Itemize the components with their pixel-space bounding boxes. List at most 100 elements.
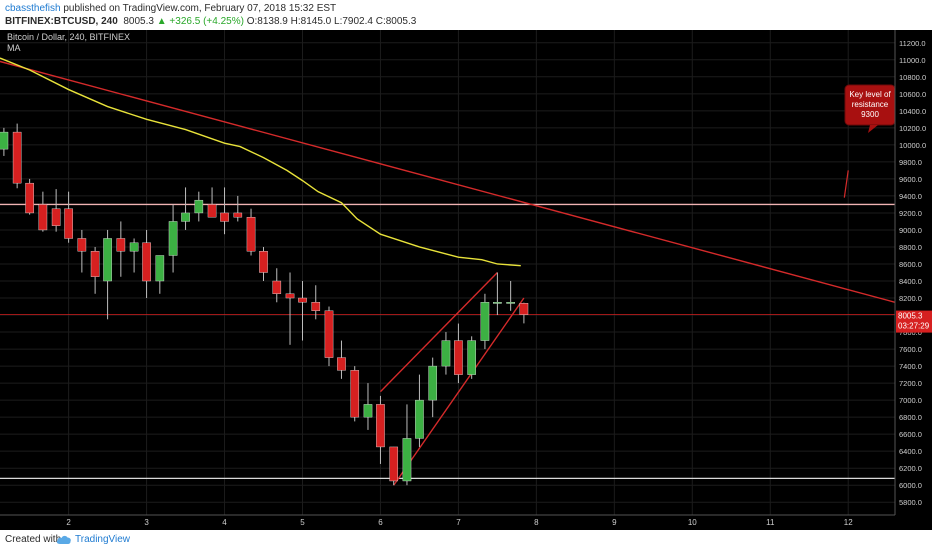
candle-body: [246, 216, 256, 252]
y-tick-label: 10600.0: [899, 90, 926, 99]
y-tick-label: 6600.0: [899, 430, 922, 439]
y-tick-label: 10800.0: [899, 73, 926, 82]
horizontal-levels: [0, 203, 895, 480]
price-tag: 8005.3 03:27:29: [896, 310, 932, 333]
candle-body: [324, 310, 334, 358]
candle: [493, 272, 502, 316]
candle: [168, 204, 178, 273]
candle-body: [428, 365, 437, 401]
y-tick-label: 6200.0: [899, 464, 922, 473]
candle-body: [415, 399, 424, 439]
y-tick-label: 10000.0: [899, 141, 926, 150]
y-tick-label: 9000.0: [899, 226, 922, 235]
candle-body: [350, 370, 360, 418]
ma-line: [0, 57, 521, 267]
author-link[interactable]: cbassthefish: [5, 3, 61, 14]
callout-line-2: resistance: [852, 100, 889, 109]
trendline-channel-lower: [393, 297, 525, 486]
candle: [155, 255, 165, 294]
tradingview-cloud-icon: [56, 535, 71, 544]
candle-body: [207, 204, 217, 218]
candle-body: [285, 293, 295, 299]
candle: [233, 195, 243, 222]
callout-line-3: 9300: [861, 110, 879, 119]
y-tick-label: 11000.0: [899, 56, 926, 65]
price-axis[interactable]: 5800.0 6000.0 6200.0 6400.0 6600.0 6800.0 7000…: [894, 30, 932, 515]
x-tick-label: 6: [378, 518, 383, 527]
candle: [389, 446, 399, 486]
candle-body: [454, 340, 463, 375]
candle-body: [77, 238, 87, 252]
y-tick-label: 10200.0: [899, 124, 926, 133]
legend-title: Bitcoin / Dollar, 240, BITFINEX: [7, 32, 130, 42]
y-tick-label: 7600.0: [899, 345, 922, 354]
candle-body: [389, 446, 399, 482]
change-up-icon: ▲: [156, 16, 167, 27]
x-tick-label: 8: [534, 518, 539, 527]
close-label: C:: [375, 16, 386, 27]
symbol-label: BITFINEX:BTCUSD, 240: [5, 16, 118, 27]
candle-body: [493, 302, 502, 304]
candle: [506, 281, 515, 311]
trendline-channel-upper: [379, 272, 498, 393]
y-tick-label: 5800.0: [899, 498, 922, 507]
x-tick-label: 3: [144, 518, 149, 527]
candle-body: [0, 131, 9, 150]
time-axis[interactable]: 2 3 4 5 6 7 8 9 10 11 12: [0, 514, 932, 530]
candle: [519, 302, 529, 324]
candle-body: [64, 208, 73, 239]
candle-body: [506, 302, 515, 304]
publish-line: cbassthefish published on TradingView.co…: [5, 3, 336, 14]
candle-body: [51, 208, 61, 226]
y-tick-label: 8800.0: [899, 243, 922, 252]
candle: [454, 323, 463, 384]
y-tick-label: 9200.0: [899, 209, 922, 218]
price-tag-countdown: 03:27:29: [898, 322, 930, 331]
close-value: 8005.3: [385, 16, 417, 27]
price-tag-box: [896, 310, 932, 333]
candle: [207, 187, 217, 218]
price-chart[interactable]: Key level of resistance 9300 Bitcoin / D…: [0, 30, 932, 530]
candle: [272, 268, 282, 303]
price-tag-value: 8005.3: [898, 312, 923, 321]
candle-body: [480, 302, 490, 341]
candle: [77, 229, 87, 273]
chart-footer: Created with TradingView: [0, 530, 932, 550]
x-tick-label: 7: [456, 518, 461, 527]
candle-body: [298, 297, 307, 303]
time-axis-bg: [0, 515, 932, 530]
y-tick-label: 6000.0: [899, 481, 922, 490]
created-with-text: Created with: [5, 534, 62, 545]
candle-body: [272, 280, 282, 294]
high-value: 8145.0: [300, 16, 332, 27]
x-tick-label: 4: [222, 518, 227, 527]
candle-body: [168, 221, 178, 256]
chart-header: cbassthefish published on TradingView.co…: [0, 0, 932, 30]
candle: [376, 395, 385, 464]
candle-body: [220, 212, 229, 222]
candle-body: [116, 238, 126, 252]
x-tick-label: 2: [66, 518, 71, 527]
candle: [12, 123, 22, 189]
candle: [311, 285, 321, 320]
y-tick-label: 8400.0: [899, 277, 922, 286]
candle: [441, 332, 451, 375]
legend-ma[interactable]: MA: [7, 43, 21, 53]
candle-body: [363, 404, 373, 418]
candle: [38, 191, 48, 232]
x-tick-label: 9: [612, 518, 617, 527]
last-price: 8005.3: [123, 16, 154, 27]
candle: [259, 246, 268, 282]
y-tick-label: 9400.0: [899, 192, 922, 201]
candle: [363, 383, 373, 430]
tradingview-link[interactable]: TradingView: [75, 534, 131, 545]
candle-body: [441, 340, 451, 367]
candle: [298, 281, 307, 341]
candle: [350, 366, 360, 422]
candle-body: [181, 212, 190, 222]
candle-body: [337, 357, 346, 371]
candle-body: [155, 255, 165, 282]
y-tick-label: 8600.0: [899, 260, 922, 269]
candle-body: [233, 212, 243, 218]
y-tick-label: 6800.0: [899, 413, 922, 422]
